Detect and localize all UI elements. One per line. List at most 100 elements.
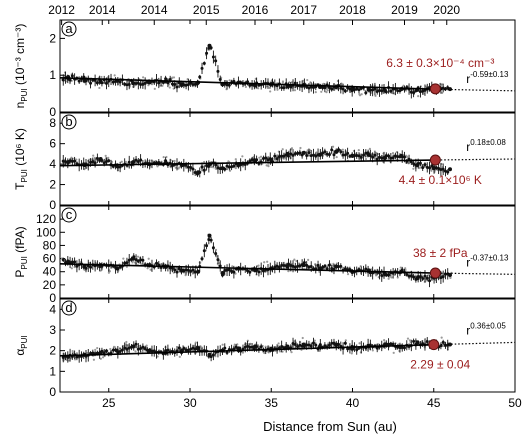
scatter-point <box>402 84 405 87</box>
data-point <box>403 155 406 159</box>
data-point <box>95 156 99 160</box>
data-point <box>446 170 450 174</box>
data-point <box>421 276 425 280</box>
scatter-point <box>99 357 102 360</box>
data-point <box>293 265 297 269</box>
scatter-grey-points <box>60 233 453 284</box>
x-tick-label: 50 <box>508 396 522 410</box>
scatter-point <box>290 81 294 84</box>
data-point <box>412 162 416 166</box>
data-point <box>343 89 347 93</box>
x-tick-label: 45 <box>427 396 441 410</box>
data-point <box>418 275 422 279</box>
y-tick-label: 3 <box>49 323 56 337</box>
scatter-point <box>364 157 368 161</box>
data-point <box>437 166 441 170</box>
data-point <box>118 80 122 84</box>
data-point <box>346 151 350 155</box>
data-point <box>341 87 345 91</box>
trend-point <box>366 152 371 157</box>
data-point <box>330 341 334 345</box>
data-point <box>75 355 79 359</box>
data-point <box>380 273 384 277</box>
data-point <box>396 155 400 159</box>
data-point <box>298 343 302 347</box>
data-point <box>277 265 281 269</box>
scatter-point <box>278 350 282 353</box>
scatter-point <box>267 165 270 168</box>
data-point <box>141 82 145 86</box>
data-point <box>373 153 377 157</box>
x-tick-label: 30 <box>183 396 197 410</box>
data-point <box>125 347 129 351</box>
data-point <box>441 167 445 171</box>
scatter-point <box>236 343 239 346</box>
data-point <box>375 89 379 93</box>
y-tick-label: 4 <box>49 157 56 171</box>
scatter-point <box>234 167 237 170</box>
data-point <box>104 349 108 353</box>
scatter-point <box>141 350 144 353</box>
data-point <box>405 272 409 276</box>
data-point <box>389 342 393 346</box>
data-point <box>257 270 261 274</box>
trend-point <box>131 160 136 165</box>
panel-letter: c <box>66 207 73 222</box>
data-point <box>184 348 188 352</box>
data-point <box>321 151 325 155</box>
data-point <box>312 86 315 90</box>
y-axis-label: αPUI <box>13 335 29 355</box>
scatter-point <box>374 274 378 277</box>
trend-point <box>131 81 136 86</box>
data-point <box>282 264 286 268</box>
scatter-point <box>136 255 140 258</box>
data-point <box>170 82 174 86</box>
data-point <box>293 343 297 347</box>
trend-point <box>334 149 339 154</box>
data-point <box>218 78 222 82</box>
y-tick-label: 2 <box>49 31 56 45</box>
scatter-point <box>264 345 267 348</box>
data-point <box>136 259 140 263</box>
data-point <box>403 346 406 350</box>
data-point <box>441 86 445 90</box>
data-point <box>346 347 350 351</box>
data-point <box>248 83 252 87</box>
scatter-point <box>67 359 71 362</box>
scatter-point <box>299 146 302 150</box>
data-point <box>107 159 111 163</box>
data-point <box>73 260 77 264</box>
averaged-points <box>61 233 452 288</box>
data-point <box>296 345 300 349</box>
trend-point <box>82 78 87 83</box>
scatter-point <box>392 351 395 354</box>
data-point <box>314 343 318 347</box>
scatter-point <box>96 346 99 350</box>
data-point <box>423 274 427 278</box>
scatter-point <box>125 340 128 344</box>
data-point <box>216 69 220 73</box>
panel-letter: a <box>65 21 73 36</box>
data-point <box>139 158 143 162</box>
data-point <box>412 339 416 343</box>
data-point <box>225 83 229 87</box>
trend-point <box>131 256 136 261</box>
trend-point <box>285 344 290 349</box>
scatter-point <box>113 74 116 77</box>
data-point <box>177 267 181 271</box>
data-point <box>289 264 293 268</box>
panel-frame <box>59 19 516 113</box>
data-point <box>282 86 286 90</box>
data-point <box>409 90 413 94</box>
data-point <box>343 153 347 157</box>
panel-b: 0 2 4 6 8 b TPUI (10⁶ K) r0.18±0.08 4.4 ± 0.1×10… <box>13 112 516 212</box>
data-point <box>216 258 220 262</box>
data-point <box>232 79 236 83</box>
data-point <box>227 165 231 169</box>
trend-point <box>196 170 201 175</box>
scatter-point <box>276 88 279 91</box>
data-point <box>289 152 293 156</box>
termination-marker <box>429 83 441 95</box>
data-point <box>314 154 318 158</box>
